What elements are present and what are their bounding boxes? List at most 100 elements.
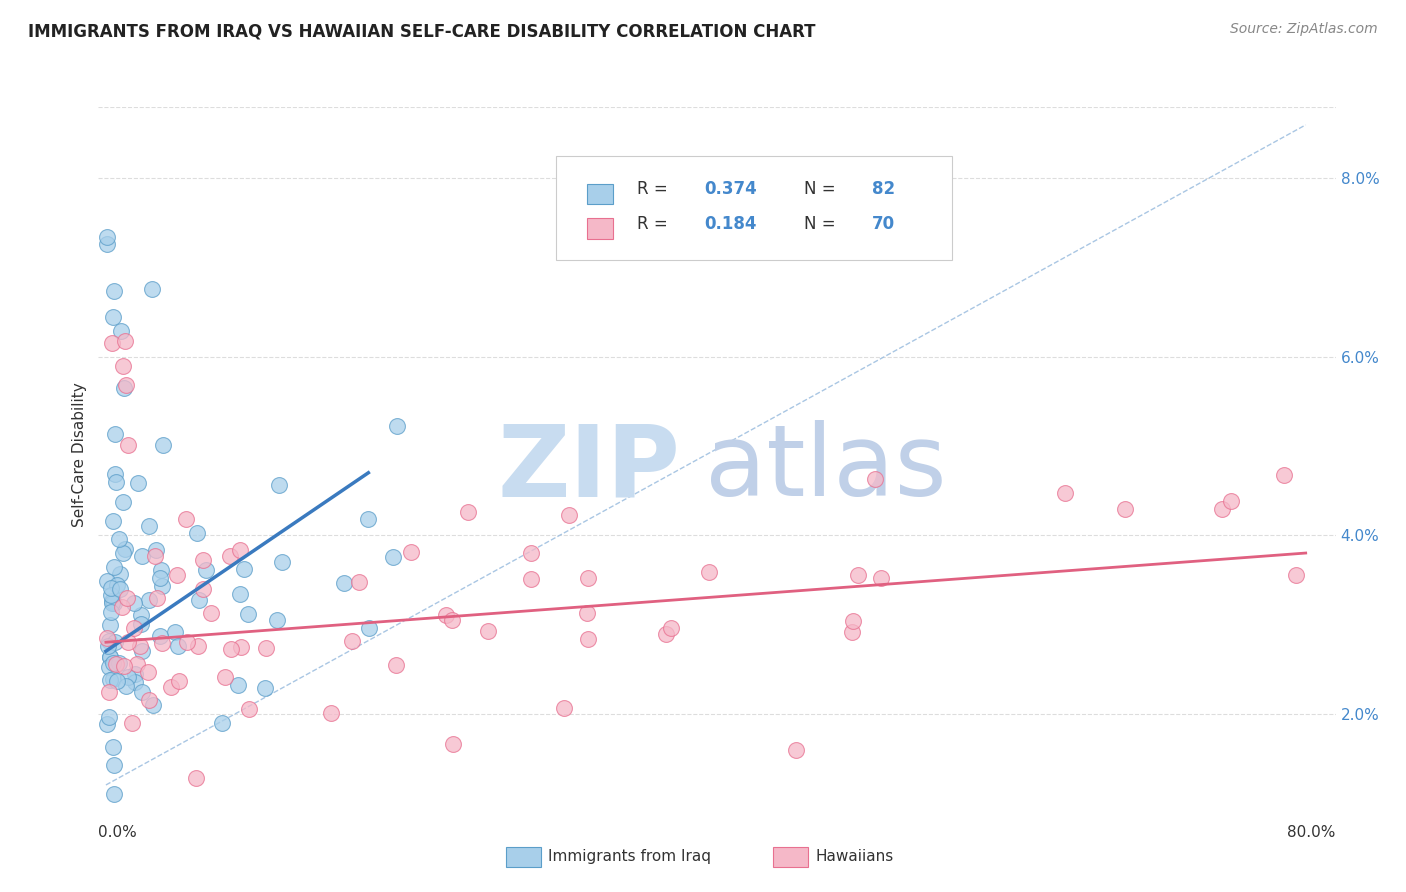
Point: [477, 624, 499, 639]
Point: [103, 787, 125, 801]
Point: [187, 639, 209, 653]
Point: [166, 568, 188, 582]
Point: [655, 626, 678, 640]
Point: [141, 282, 163, 296]
Point: [98, 649, 121, 664]
Point: [100, 596, 122, 610]
Point: [347, 575, 370, 590]
Point: [117, 438, 139, 452]
Point: [96, 632, 118, 646]
Point: [229, 640, 252, 655]
Point: [100, 594, 122, 608]
Point: [333, 576, 356, 591]
Point: [145, 542, 167, 557]
Point: [846, 568, 869, 582]
Point: [104, 427, 127, 442]
Point: [100, 605, 122, 619]
Point: [142, 698, 165, 712]
Point: [129, 607, 152, 622]
Text: IMMIGRANTS FROM IRAQ VS HAWAIIAN SELF-CARE DISABILITY CORRELATION CHART: IMMIGRANTS FROM IRAQ VS HAWAIIAN SELF-CA…: [28, 22, 815, 40]
Text: 0.0%: 0.0%: [98, 825, 138, 840]
Point: [146, 591, 169, 605]
Point: [103, 758, 125, 772]
Point: [103, 739, 125, 754]
Point: [440, 613, 463, 627]
Point: [104, 635, 127, 649]
Point: [96, 716, 118, 731]
Point: [112, 381, 135, 395]
Point: [131, 616, 153, 631]
Point: [103, 285, 125, 299]
Point: [163, 624, 186, 639]
Point: [138, 693, 160, 707]
Point: [121, 715, 143, 730]
Text: 0.184: 0.184: [704, 215, 758, 233]
Text: 82: 82: [872, 180, 894, 198]
Point: [186, 525, 208, 540]
Point: [186, 771, 208, 785]
Point: [98, 634, 121, 648]
Point: [254, 640, 277, 655]
Point: [129, 640, 152, 654]
Point: [101, 310, 124, 324]
Point: [176, 635, 198, 649]
Point: [150, 563, 173, 577]
Point: [105, 673, 128, 688]
Point: [117, 635, 139, 649]
Point: [842, 614, 865, 628]
Point: [98, 649, 121, 664]
Point: [232, 562, 254, 576]
Point: [96, 574, 118, 589]
Point: [115, 591, 138, 605]
Text: Hawaiians: Hawaiians: [815, 849, 894, 863]
Point: [219, 641, 242, 656]
Text: R =: R =: [637, 215, 672, 233]
Point: [399, 545, 422, 559]
Point: [114, 541, 136, 556]
Point: [169, 674, 191, 689]
Point: [553, 700, 575, 714]
Point: [124, 674, 146, 689]
Point: [97, 660, 120, 674]
Point: [138, 518, 160, 533]
Point: [97, 639, 120, 653]
Point: [319, 706, 342, 721]
Point: [97, 685, 120, 699]
Point: [114, 679, 136, 693]
Point: [441, 737, 464, 751]
Point: [127, 475, 149, 490]
Point: [1211, 502, 1233, 516]
Text: 80.0%: 80.0%: [1288, 825, 1336, 840]
Point: [697, 565, 720, 579]
Point: [107, 532, 129, 546]
Point: [131, 644, 153, 658]
Point: [98, 673, 121, 688]
Point: [269, 478, 291, 492]
Point: [96, 230, 118, 244]
Point: [115, 377, 138, 392]
Point: [841, 624, 863, 639]
Point: [136, 665, 159, 679]
Text: Immigrants from Iraq: Immigrants from Iraq: [548, 849, 711, 863]
Point: [103, 560, 125, 574]
Point: [863, 472, 886, 486]
Text: atlas: atlas: [704, 420, 946, 517]
Text: N =: N =: [804, 180, 841, 198]
Point: [112, 495, 135, 509]
Point: [191, 582, 214, 597]
Point: [100, 581, 122, 595]
Point: [357, 512, 380, 526]
Point: [457, 506, 479, 520]
Point: [191, 553, 214, 567]
Point: [110, 324, 132, 338]
Point: [111, 546, 134, 560]
Point: [103, 672, 125, 686]
Point: [97, 710, 120, 724]
Point: [381, 549, 404, 564]
Point: [576, 606, 599, 620]
Point: [150, 636, 173, 650]
Point: [108, 567, 131, 582]
Point: [238, 607, 260, 621]
Point: [1054, 486, 1077, 500]
Point: [101, 515, 124, 529]
